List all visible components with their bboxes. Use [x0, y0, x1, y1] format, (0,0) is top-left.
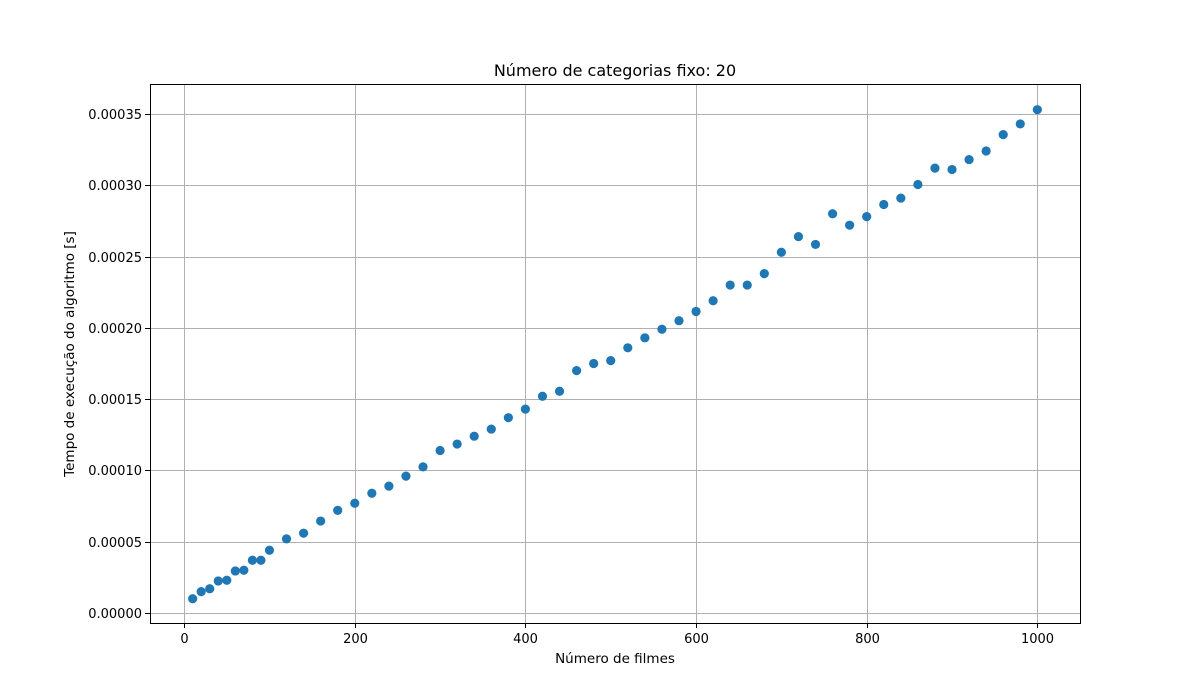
data-point [810, 239, 821, 250]
data-point [222, 575, 232, 585]
data-point [537, 391, 548, 401]
data-point [827, 209, 838, 219]
plot-area-frame [150, 84, 1081, 624]
data-point [264, 545, 275, 555]
y-tick-label: 0.00035 [88, 108, 142, 123]
data-point [256, 555, 266, 565]
data-point [333, 505, 343, 515]
data-point [520, 404, 531, 414]
data-point [230, 566, 240, 576]
chart-title: Número de categorias fixo: 20 [494, 61, 736, 80]
x-tick-label: 400 [513, 632, 538, 647]
data-point [1032, 105, 1042, 115]
data-point [896, 193, 906, 203]
data-point [913, 179, 923, 190]
y-tick-label: 0.00005 [88, 536, 142, 551]
data-point [435, 445, 445, 456]
x-tick-label: 600 [684, 632, 709, 647]
y-tick-label: 0.00020 [88, 322, 142, 337]
data-point [879, 199, 889, 210]
x-tick-label: 800 [855, 632, 880, 647]
data-point [572, 366, 582, 376]
data-point [691, 306, 701, 317]
data-point [845, 220, 855, 230]
data-point [350, 498, 360, 508]
x-axis-ticks: 0 200 400 600 800 1000 [180, 623, 1054, 647]
data-point [503, 413, 513, 423]
data-points [188, 105, 1042, 604]
data-point [793, 231, 804, 242]
data-point [452, 439, 462, 449]
data-point [196, 587, 206, 597]
data-point [554, 386, 565, 396]
data-point [947, 164, 957, 175]
x-tick-label: 200 [343, 632, 368, 647]
y-axis-label: Tempo de execução do algoritmo [s] [62, 231, 78, 478]
data-point [623, 343, 633, 353]
data-point [981, 146, 991, 156]
data-point [742, 280, 752, 290]
y-tick-label: 0.00010 [88, 464, 142, 479]
y-tick-label: 0.00025 [88, 251, 142, 266]
data-point [486, 424, 496, 434]
data-point [674, 316, 684, 326]
data-point [298, 528, 309, 538]
data-point [640, 333, 650, 343]
x-axis-label: Número de filmes [555, 651, 675, 667]
data-point [1015, 119, 1025, 129]
data-point [469, 431, 479, 441]
data-point [281, 534, 292, 544]
data-point [657, 324, 667, 334]
data-point [862, 212, 872, 222]
data-point [589, 358, 599, 369]
data-point [384, 481, 394, 491]
y-axis-ticks: 0.00000 0.00005 0.00010 0.00015 0.00020 0.000… [88, 108, 150, 622]
data-point [725, 280, 735, 290]
data-point [606, 356, 616, 366]
data-point [213, 576, 223, 586]
data-point [964, 154, 974, 165]
data-point [401, 471, 411, 481]
data-point [418, 462, 428, 472]
data-point [998, 130, 1008, 140]
y-tick-label: 0.00000 [88, 607, 142, 622]
data-point [759, 269, 769, 279]
x-tick-label: 1000 [1021, 632, 1054, 647]
data-point [247, 555, 257, 565]
data-point [316, 516, 326, 526]
data-point [205, 584, 215, 594]
data-point [776, 247, 786, 257]
grid-lines [150, 84, 1080, 623]
data-point [930, 163, 940, 173]
data-point [239, 565, 249, 575]
x-tick-label: 0 [180, 632, 188, 647]
data-point [708, 296, 718, 306]
y-tick-label: 0.00030 [88, 179, 142, 194]
y-tick-label: 0.00015 [88, 393, 142, 408]
data-point [367, 488, 377, 498]
data-point [188, 594, 198, 604]
